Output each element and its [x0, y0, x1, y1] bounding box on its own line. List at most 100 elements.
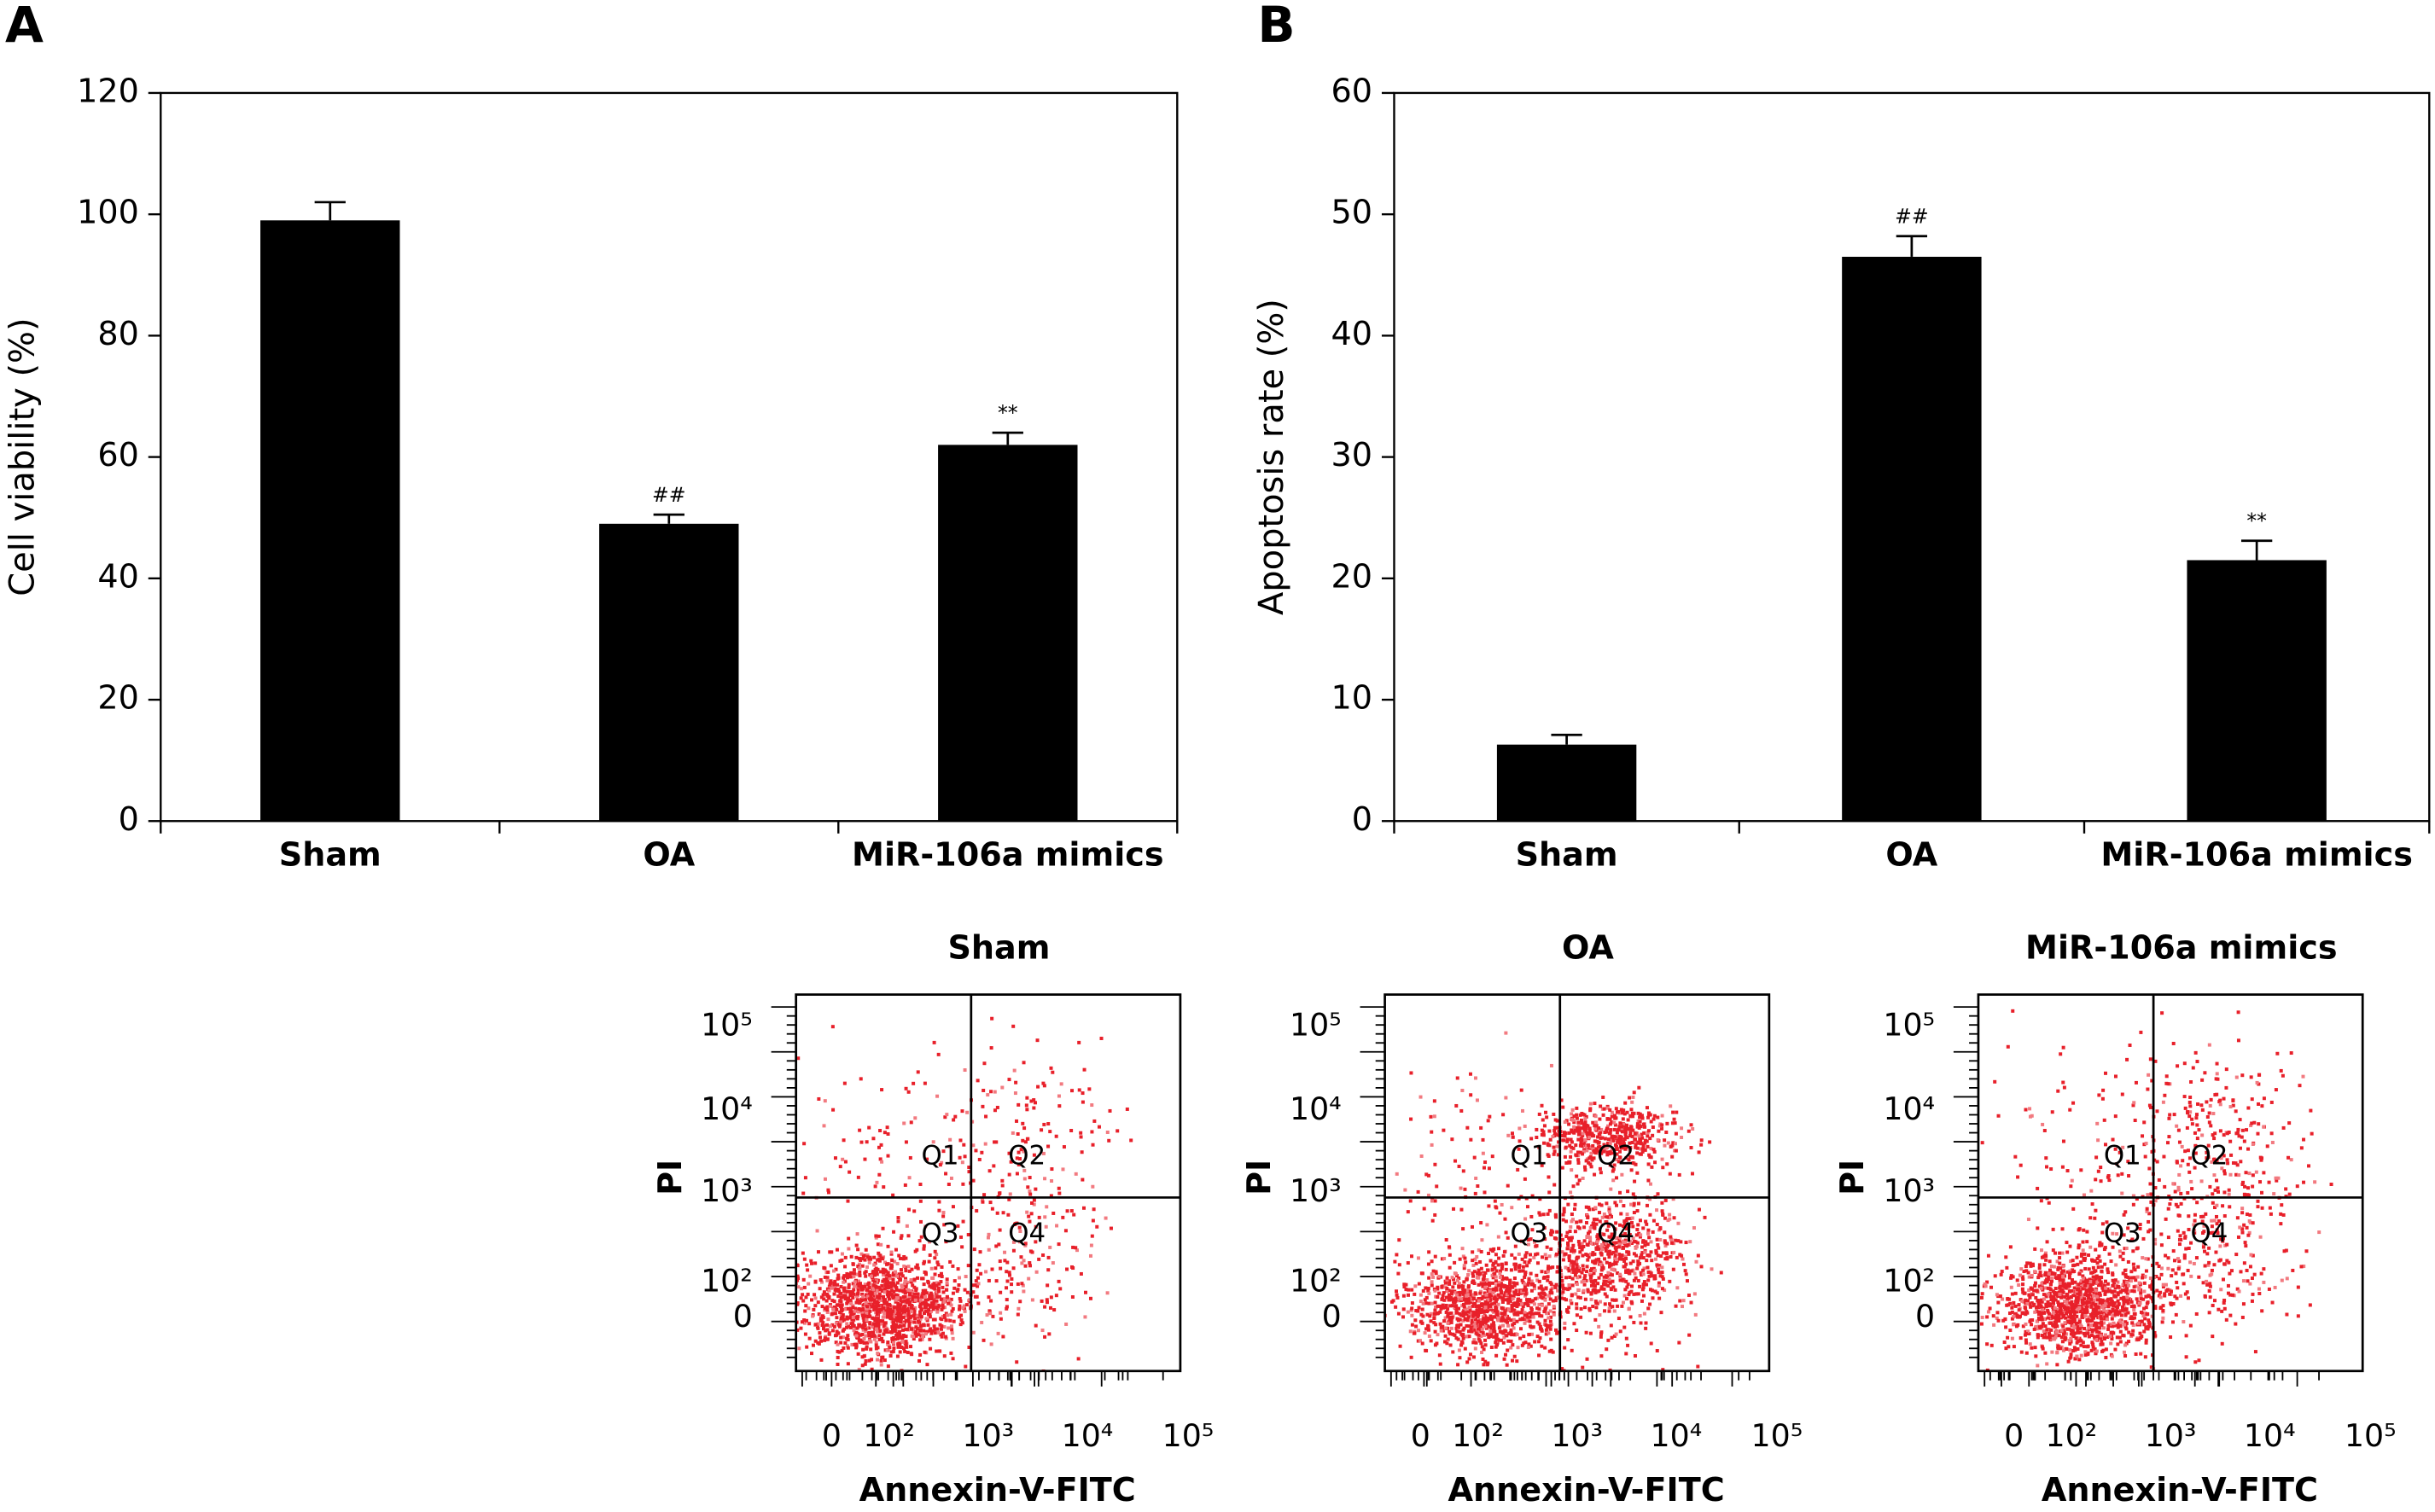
- event-dot: [1588, 1331, 1593, 1335]
- event-dot: [1589, 1242, 1593, 1246]
- event-dot: [796, 1056, 801, 1061]
- event-dot: [881, 1310, 885, 1314]
- event-dot: [1092, 1119, 1097, 1123]
- event-dot: [891, 1193, 895, 1197]
- event-dot: [1482, 1363, 1486, 1367]
- event-dot: [1619, 1137, 1623, 1142]
- event-dot: [818, 1318, 823, 1323]
- event-dot: [1622, 1142, 1626, 1146]
- event-dot: [1634, 1143, 1638, 1147]
- event-dot: [889, 1263, 894, 1267]
- event-dot: [1455, 1076, 1459, 1080]
- event-dot: [1063, 1229, 1068, 1233]
- event-dot: [1447, 1293, 1451, 1297]
- event-dot: [1473, 1257, 1477, 1261]
- event-dot: [928, 1294, 932, 1298]
- event-dot: [1660, 1126, 1664, 1131]
- event-dot: [872, 1263, 877, 1267]
- event-dot: [1467, 1357, 1471, 1361]
- event-dot: [909, 1306, 913, 1310]
- event-dot: [1523, 1272, 1528, 1276]
- event-dot: [988, 1201, 993, 1205]
- event-dot: [1512, 1281, 1516, 1285]
- event-dot: [899, 1256, 903, 1260]
- event-dot: [2059, 1335, 2064, 1340]
- event-dot: [896, 1304, 900, 1308]
- event-dot: [1618, 1278, 1622, 1282]
- event-dot: [1502, 1250, 1506, 1254]
- event-dot: [1505, 1318, 1509, 1323]
- event-dot: [875, 1288, 879, 1293]
- event-dot: [879, 1143, 883, 1147]
- event-dot: [1618, 1272, 1622, 1276]
- event-dot: [1494, 1283, 1499, 1288]
- event-dot: [803, 1332, 807, 1336]
- event-dot: [881, 1340, 885, 1344]
- event-dot: [989, 1342, 993, 1346]
- event-dot: [1599, 1203, 1604, 1207]
- event-dot: [1057, 1279, 1061, 1283]
- event-dot: [1571, 1265, 1576, 1269]
- event-dot: [982, 1061, 987, 1066]
- event-dot: [906, 1309, 910, 1313]
- event-dot: [1606, 1142, 1611, 1146]
- event-dot: [1529, 1300, 1533, 1304]
- event-dot: [888, 1302, 892, 1306]
- event-dot: [812, 1307, 816, 1311]
- event-dot: [901, 1306, 906, 1311]
- event-dot: [1504, 1298, 1508, 1302]
- event-dot: [823, 1338, 827, 1342]
- event-dot: [1640, 1288, 1645, 1292]
- event-dot: [904, 1086, 908, 1090]
- event-dot: [1535, 1127, 1539, 1131]
- event-dot: [1617, 1125, 1622, 1129]
- event-dot: [855, 1292, 859, 1296]
- event-dot: [790, 1323, 794, 1326]
- event-dot: [1593, 1279, 1597, 1283]
- event-dot: [839, 1295, 843, 1300]
- event-dot: [947, 1326, 951, 1330]
- event-dot: [1569, 1299, 1573, 1303]
- event-dot: [1099, 1036, 1104, 1040]
- event-dot: [1658, 1226, 1663, 1230]
- event-dot: [1494, 1279, 1498, 1283]
- event-dot: [1464, 1301, 1468, 1306]
- event-dot: [2095, 1261, 2100, 1265]
- event-dot: [1676, 1239, 1681, 1243]
- event-dot: [1518, 1327, 1523, 1331]
- flow-y-tick-label: 10⁴: [1290, 1090, 1342, 1127]
- event-dot: [1109, 1226, 1113, 1230]
- event-dot: [1563, 1134, 1567, 1138]
- event-dot: [852, 1288, 856, 1292]
- event-dot: [1596, 1282, 1600, 1286]
- event-dot: [900, 1335, 905, 1339]
- event-dot: [1414, 1324, 1418, 1329]
- event-dot: [854, 1334, 859, 1338]
- event-dot: [1564, 1235, 1569, 1239]
- event-dot: [1592, 1156, 1596, 1160]
- event-dot: [1442, 1298, 1447, 1302]
- event-dot: [1567, 1306, 1571, 1310]
- event-dot: [958, 1307, 962, 1311]
- event-dot: [1478, 1318, 1483, 1323]
- event-dot: [857, 1262, 861, 1266]
- event-dot: [1065, 1209, 1069, 1213]
- event-dot: [1566, 1310, 1570, 1314]
- event-dot: [847, 1324, 851, 1329]
- event-dot: [1540, 1270, 1544, 1274]
- event-dot: [1517, 1265, 1521, 1270]
- event-dot: [1672, 1250, 1676, 1254]
- event-dot: [1582, 1282, 1587, 1287]
- panel-label: B: [1257, 0, 1295, 54]
- dot-cloud: [790, 1016, 1133, 1371]
- event-dot: [1394, 1305, 1398, 1309]
- event-dot: [2132, 1289, 2136, 1294]
- event-dot: [1631, 1155, 1635, 1160]
- event-dot: [1567, 1122, 1571, 1126]
- event-dot: [843, 1255, 848, 1259]
- event-dot: [1488, 1317, 1493, 1321]
- event-dot: [1669, 1144, 1673, 1149]
- event-dot: [1660, 1271, 1664, 1275]
- event-dot: [1635, 1151, 1640, 1155]
- event-dot: [935, 1253, 939, 1257]
